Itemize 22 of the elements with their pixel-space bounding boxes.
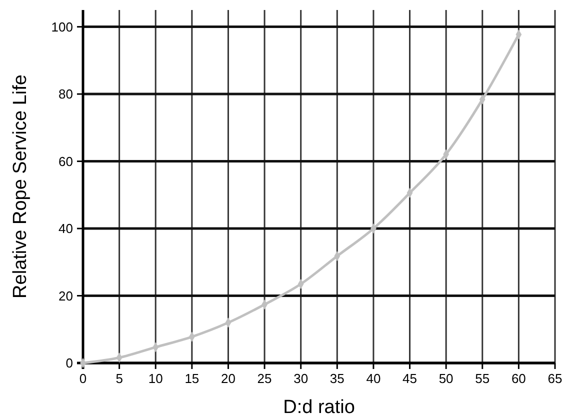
- x-tick-label: 30: [294, 371, 308, 386]
- x-tick-label: 15: [184, 371, 200, 386]
- y-tick-label: 0: [66, 356, 73, 371]
- y-tick-label: 40: [58, 221, 73, 236]
- x-tick-label: 20: [220, 371, 236, 386]
- x-tick-label: 40: [366, 371, 381, 386]
- y-tick-label: 100: [51, 19, 73, 34]
- y-tick-label: 80: [58, 86, 73, 102]
- x-tick-label: 5: [116, 371, 123, 386]
- x-tick-label: 55: [475, 371, 490, 386]
- x-tick-label: 35: [330, 371, 344, 386]
- x-tick-label: 50: [438, 371, 454, 386]
- x-tick-label: 0: [79, 371, 87, 386]
- y-axis-title: Relative Rope Service Life: [10, 74, 31, 298]
- x-axis-title: D:d ratio: [283, 397, 355, 418]
- x-tick-label: 60: [511, 371, 526, 386]
- x-tick-label: 45: [402, 371, 418, 386]
- x-tick-label: 10: [148, 371, 163, 386]
- y-tick-label: 60: [58, 154, 73, 169]
- x-tick-label: 25: [257, 371, 272, 386]
- x-tick-label: 65: [548, 371, 562, 386]
- y-tick-label: 20: [58, 288, 73, 304]
